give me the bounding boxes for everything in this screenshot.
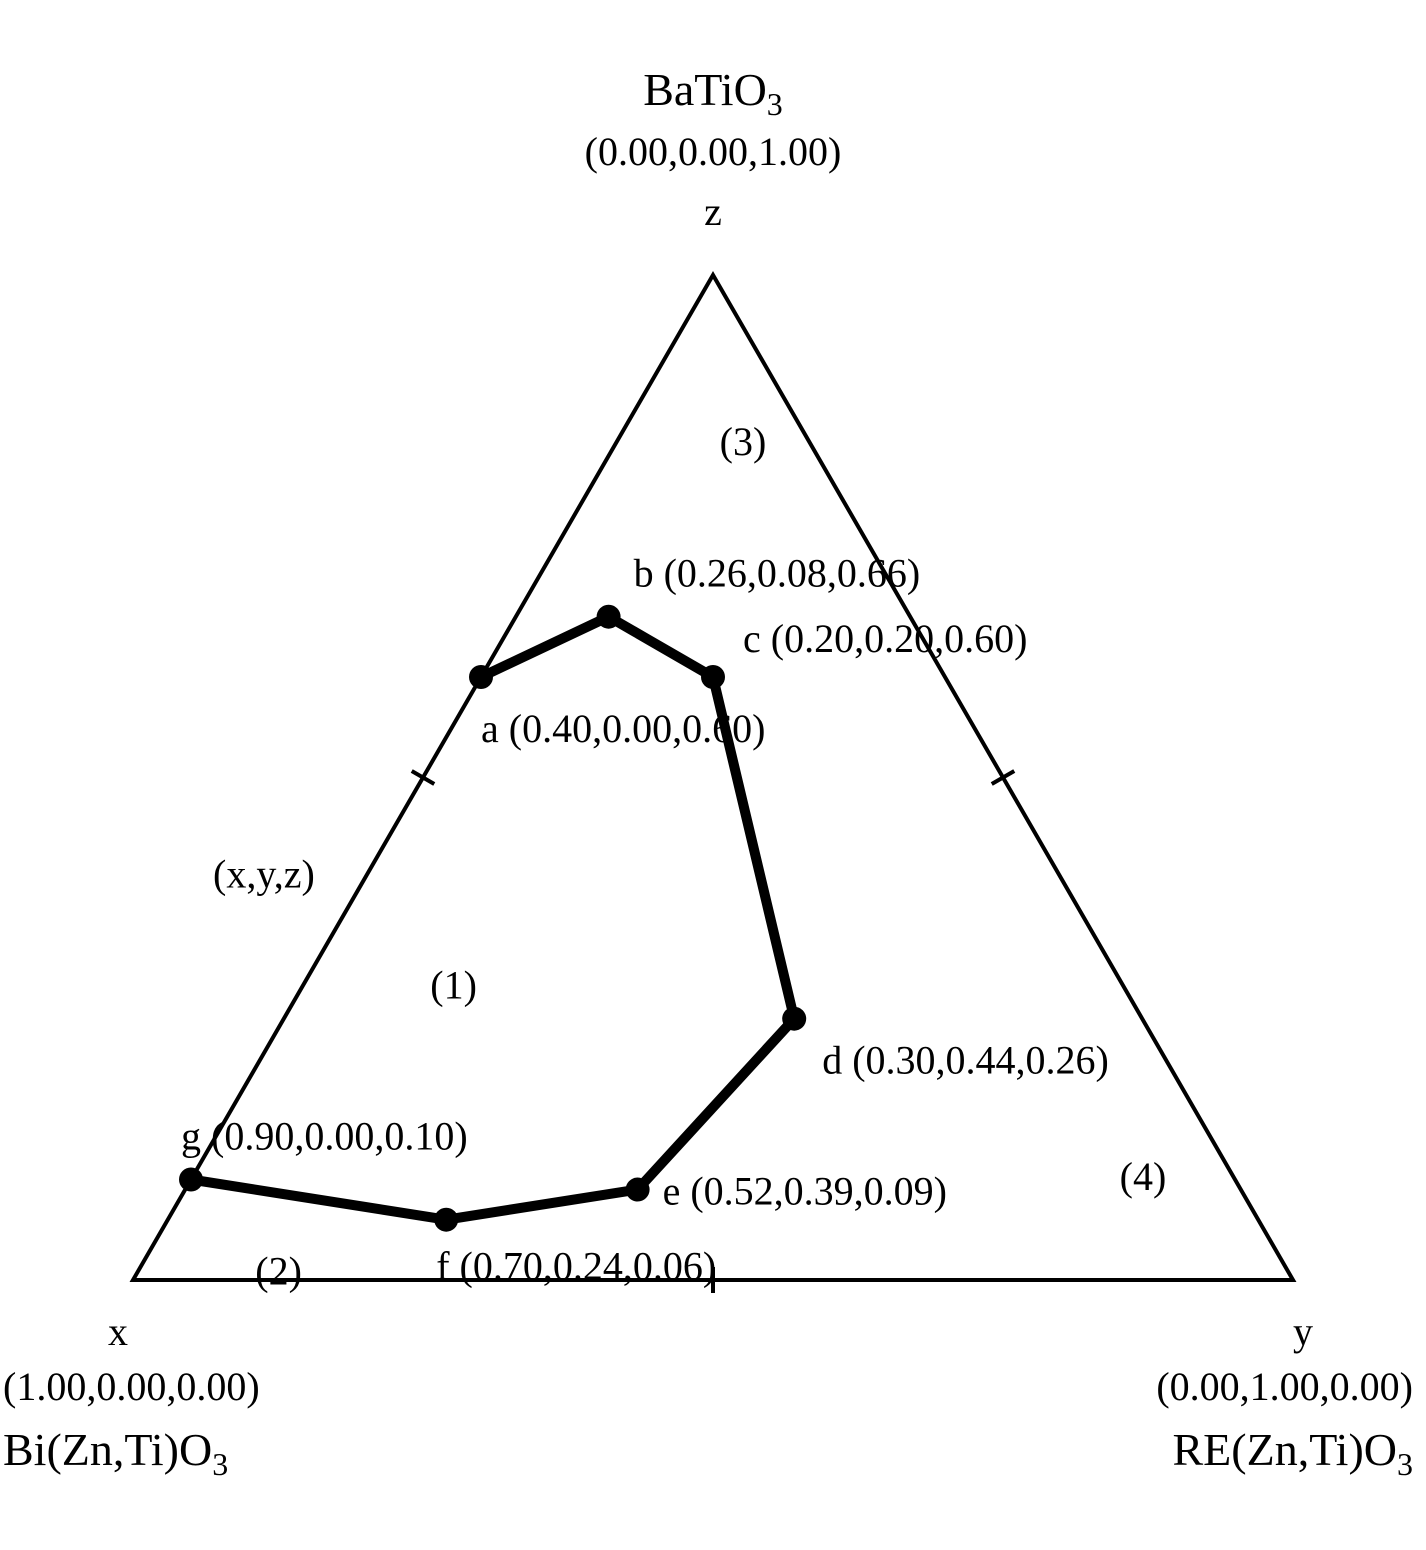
region-label-r4: (4) <box>1120 1154 1167 1199</box>
point-label-d: d (0.30,0.44,0.26) <box>822 1038 1109 1083</box>
point-c <box>701 665 725 689</box>
svg-text:Bi(Zn,Ti)O3: Bi(Zn,Ti)O3 <box>3 1424 228 1482</box>
point-a <box>469 665 493 689</box>
svg-text:RE(Zn,Ti)O3: RE(Zn,Ti)O3 <box>1173 1424 1414 1482</box>
point-label-c: c (0.20,0.20,0.60) <box>743 616 1027 661</box>
vertex-top-coord: (0.00,0.00,1.00) <box>585 129 842 174</box>
point-label-g: g (0.90,0.00,0.10) <box>181 1114 468 1159</box>
vertex-right-coord: (0.00,1.00,0.00) <box>1156 1364 1413 1409</box>
point-e <box>626 1178 650 1202</box>
point-label-e: e (0.52,0.39,0.09) <box>663 1169 947 1214</box>
point-d <box>782 1007 806 1031</box>
text-labels: BaTiO3 (0.00,0.00,1.00) z x (1.00,0.00,0.00)… <box>3 64 1413 1482</box>
point-label-a: a (0.40,0.00,0.60) <box>481 706 765 751</box>
vertex-left-coord: (1.00,0.00,0.00) <box>3 1364 260 1409</box>
ternary-diagram: BaTiO3 (0.00,0.00,1.00) z x (1.00,0.00,0.00)… <box>0 0 1426 1550</box>
point-b <box>597 605 621 629</box>
vertex-left-letter: x <box>108 1309 128 1354</box>
point-g <box>179 1168 203 1192</box>
region-label-r3: (3) <box>720 419 767 464</box>
vertex-right-letter: y <box>1293 1309 1313 1354</box>
region-label-r2: (2) <box>255 1249 302 1294</box>
vertex-top-letter: z <box>704 189 722 234</box>
region-label-r1: (1) <box>430 962 477 1007</box>
svg-text:BaTiO3: BaTiO3 <box>643 64 783 122</box>
axis-notation: (x,y,z) <box>213 852 315 897</box>
point-label-b: b (0.26,0.08,0.66) <box>634 551 921 596</box>
point-f <box>434 1208 458 1232</box>
point-label-f: f (0.70,0.24,0.06) <box>436 1244 716 1289</box>
